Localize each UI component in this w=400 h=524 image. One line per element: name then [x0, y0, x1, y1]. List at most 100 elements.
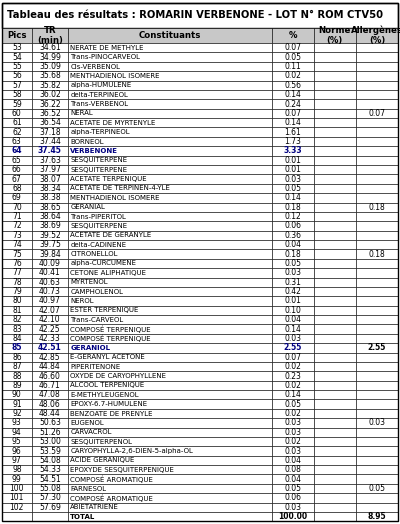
- Text: 55: 55: [12, 62, 22, 71]
- Bar: [32, 109, 68, 118]
- Bar: [2, 287, 32, 296]
- Bar: [272, 399, 314, 409]
- Bar: [68, 456, 272, 465]
- Bar: [314, 278, 356, 287]
- Bar: [356, 71, 398, 81]
- Text: 62: 62: [12, 128, 22, 137]
- Bar: [272, 456, 314, 465]
- Bar: [68, 109, 272, 118]
- Text: 0.07: 0.07: [284, 109, 301, 118]
- Bar: [68, 428, 272, 437]
- Text: 93: 93: [12, 418, 22, 428]
- Bar: [68, 231, 272, 240]
- Bar: [68, 184, 272, 193]
- Bar: [314, 71, 356, 81]
- Text: Cis-VERBENOL: Cis-VERBENOL: [70, 63, 120, 70]
- Bar: [272, 372, 314, 381]
- Text: alpha-HUMULENE: alpha-HUMULENE: [70, 82, 131, 88]
- Bar: [2, 409, 32, 418]
- Bar: [314, 446, 356, 456]
- Text: 40.97: 40.97: [39, 297, 61, 305]
- Bar: [68, 418, 272, 428]
- Text: 36.22: 36.22: [39, 100, 61, 108]
- Bar: [2, 212, 32, 221]
- Bar: [356, 418, 398, 428]
- Text: 67: 67: [12, 174, 22, 183]
- Bar: [2, 165, 32, 174]
- Bar: [272, 193, 314, 202]
- Text: 0.05: 0.05: [368, 484, 386, 493]
- Text: 0.10: 0.10: [284, 306, 301, 315]
- Text: ACIDE GERANIQUE: ACIDE GERANIQUE: [70, 457, 134, 463]
- Bar: [68, 249, 272, 259]
- Text: 0.18: 0.18: [369, 203, 385, 212]
- Bar: [272, 428, 314, 437]
- Text: 38.34: 38.34: [39, 184, 61, 193]
- Text: Trans-VERBENOL: Trans-VERBENOL: [70, 101, 128, 107]
- Bar: [68, 390, 272, 399]
- Bar: [314, 52, 356, 62]
- Text: 54: 54: [12, 52, 22, 62]
- Text: 37.97: 37.97: [39, 165, 61, 174]
- Bar: [68, 259, 272, 268]
- Text: 0.03: 0.03: [284, 503, 301, 512]
- Text: 0.24: 0.24: [284, 100, 301, 108]
- Text: NERATE DE METHYLE: NERATE DE METHYLE: [70, 45, 144, 51]
- Text: 0.04: 0.04: [284, 456, 301, 465]
- Text: 57.30: 57.30: [39, 494, 61, 503]
- Bar: [32, 137, 68, 146]
- Bar: [32, 174, 68, 184]
- Bar: [314, 315, 356, 324]
- Bar: [2, 249, 32, 259]
- Bar: [356, 409, 398, 418]
- Text: ACETATE DE GERANYLE: ACETATE DE GERANYLE: [70, 232, 151, 238]
- Bar: [356, 221, 398, 231]
- Text: 0.03: 0.03: [284, 446, 301, 455]
- Bar: [356, 372, 398, 381]
- Text: 34.99: 34.99: [39, 52, 61, 62]
- Text: Pics: Pics: [7, 31, 26, 40]
- Text: delta-TERPINEOL: delta-TERPINEOL: [70, 92, 128, 97]
- Bar: [272, 334, 314, 343]
- Bar: [314, 390, 356, 399]
- Bar: [272, 390, 314, 399]
- Text: 54.51: 54.51: [39, 475, 61, 484]
- Text: 0.02: 0.02: [284, 437, 301, 446]
- Bar: [68, 71, 272, 81]
- Text: 102: 102: [10, 503, 24, 512]
- Text: 53: 53: [12, 43, 22, 52]
- Bar: [272, 475, 314, 484]
- Text: 54.08: 54.08: [39, 456, 61, 465]
- Text: 100: 100: [10, 484, 24, 493]
- Bar: [314, 259, 356, 268]
- Bar: [314, 137, 356, 146]
- Bar: [356, 118, 398, 127]
- Bar: [2, 446, 32, 456]
- Bar: [314, 484, 356, 493]
- Bar: [32, 334, 68, 343]
- Text: 36.52: 36.52: [39, 109, 61, 118]
- Text: 82: 82: [12, 315, 22, 324]
- Text: 76: 76: [12, 259, 22, 268]
- Bar: [2, 127, 32, 137]
- Text: CAMPHOLENOL: CAMPHOLENOL: [70, 289, 123, 294]
- Text: 60: 60: [12, 109, 22, 118]
- Text: MENTHADIENOL ISOMERE: MENTHADIENOL ISOMERE: [70, 195, 160, 201]
- Text: 39.52: 39.52: [39, 231, 61, 240]
- Text: 50.63: 50.63: [39, 418, 61, 428]
- Text: 72: 72: [12, 222, 22, 231]
- Text: 39.75: 39.75: [39, 240, 61, 249]
- Text: 0.05: 0.05: [284, 400, 301, 409]
- Bar: [272, 409, 314, 418]
- Bar: [272, 493, 314, 503]
- Text: SESQUITERPENE: SESQUITERPENE: [70, 167, 127, 173]
- Bar: [272, 109, 314, 118]
- Bar: [356, 305, 398, 315]
- Bar: [32, 278, 68, 287]
- Bar: [272, 90, 314, 100]
- Bar: [272, 484, 314, 493]
- Bar: [68, 118, 272, 127]
- Bar: [314, 324, 356, 334]
- Bar: [2, 512, 32, 521]
- Text: COMPOSÉ AROMATIQUE: COMPOSÉ AROMATIQUE: [70, 475, 153, 483]
